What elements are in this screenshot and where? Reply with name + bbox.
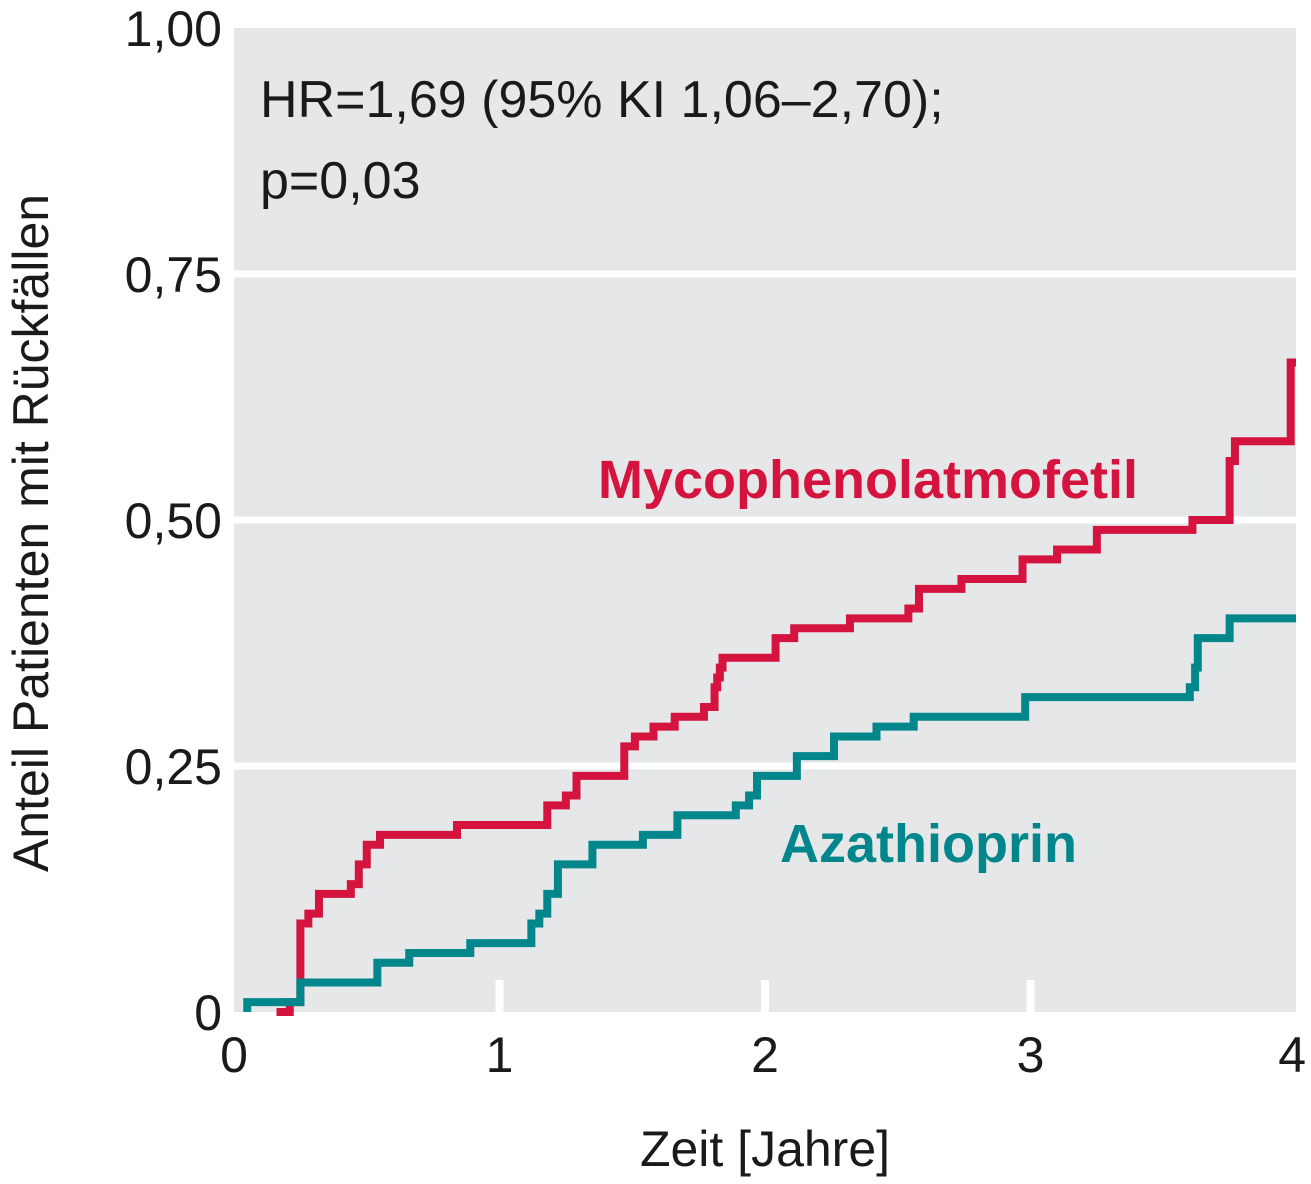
- x-tick-label: 1: [486, 1027, 514, 1083]
- x-tick-label: 4: [1278, 1027, 1306, 1083]
- y-tick-label: 0,25: [125, 739, 222, 795]
- x-tick-label: 3: [1017, 1027, 1045, 1083]
- y-tick-label: 0: [194, 985, 222, 1041]
- series-lines: [243, 358, 1296, 1016]
- x-tick-label: 0: [220, 1027, 248, 1083]
- x-tick-label: 2: [751, 1027, 779, 1083]
- x-axis-label: Zeit [Jahre]: [640, 1121, 890, 1177]
- series-line-mycophenolatmofetil: [276, 358, 1296, 1016]
- series-label-mycophenolatmofetil: Mycophenolatmofetil: [598, 450, 1138, 510]
- tick-labels: 0 0,25 0,50 0,75 1,00 0 1 2 3 4: [125, 1, 1306, 1083]
- gridlines: [234, 270, 1296, 1012]
- y-tick-label: 0,50: [125, 493, 222, 549]
- y-axis-label: Anteil Patienten mit Rückfällen: [3, 194, 59, 872]
- y-tick-label: 1,00: [125, 1, 222, 57]
- hazard-ratio-annotation: HR=1,69 (95% KI 1,06–2,70);: [260, 71, 944, 129]
- series-label-azathioprin: Azathioprin: [780, 814, 1077, 874]
- y-tick-label: 0,75: [125, 247, 222, 303]
- p-value-annotation: p=0,03: [260, 152, 421, 210]
- series-line-azathioprin: [243, 614, 1296, 1012]
